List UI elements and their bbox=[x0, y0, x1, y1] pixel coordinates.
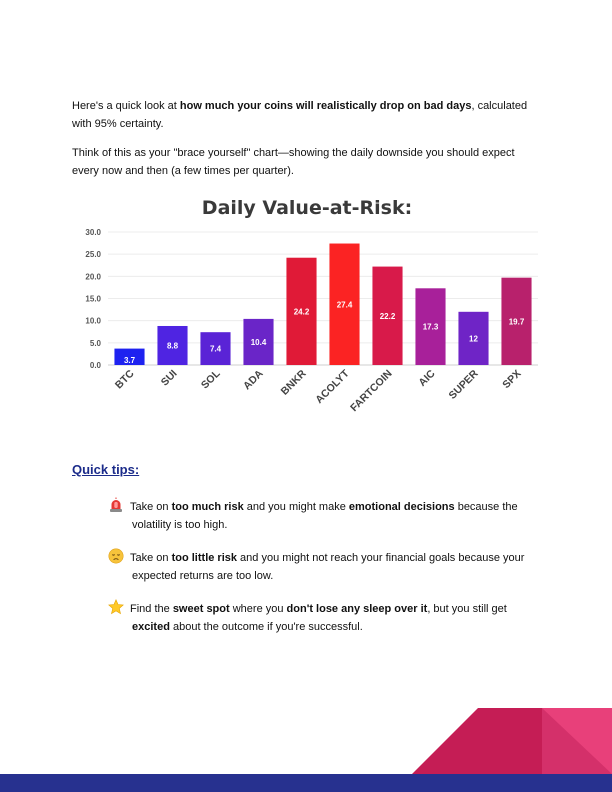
y-tick-label: 25.0 bbox=[85, 250, 101, 259]
bar-bnkr bbox=[286, 257, 317, 365]
bar-aic bbox=[415, 288, 446, 365]
tip-text: and you might not reach your financial g… bbox=[237, 552, 525, 564]
var-bar-chart: 0.0 5.0 10.0 15.0 20.0 25.0 30.0 3.7 8.8 7.4 10.4… bbox=[85, 228, 538, 414]
bar-spx bbox=[501, 277, 532, 365]
tip-sweet-spot: Find the sweet spot where you don't lose… bbox=[108, 599, 528, 636]
x-tick-label: SUPER bbox=[447, 367, 481, 401]
tip-text: , but you still get bbox=[427, 603, 507, 615]
chart-title: Daily Value-at-Risk: bbox=[201, 197, 413, 219]
x-tick-label: SOL bbox=[199, 367, 223, 391]
tip-bold: emotional decisions bbox=[348, 501, 455, 513]
tip-line-2: excited about the outcome if you're succ… bbox=[108, 618, 528, 636]
bar-sui bbox=[157, 325, 188, 365]
bar-value-label: 17.3 bbox=[423, 323, 439, 332]
tip-bold: don't lose any sleep over it bbox=[286, 603, 428, 615]
x-tick-label: BNKR bbox=[279, 367, 309, 397]
tip-text: because the bbox=[454, 501, 518, 513]
y-tick-label: 5.0 bbox=[90, 339, 102, 348]
tip-line-2: expected returns are too low. bbox=[108, 567, 528, 585]
bar-value-label: 3.7 bbox=[124, 356, 136, 365]
intro-bold-text: how much your coins will realistically d… bbox=[179, 100, 472, 112]
intro-paragraph-1: Here's a quick look at how much your coi… bbox=[72, 97, 542, 133]
intro-text-end: , calculated with 95% certainty. bbox=[72, 100, 528, 130]
tip-too-little-risk: Take on too little risk and you might no… bbox=[108, 548, 528, 585]
tip-line-2: volatility is too high. bbox=[108, 516, 528, 534]
y-tick-label: 20.0 bbox=[85, 272, 101, 281]
y-tick-label: 15.0 bbox=[85, 295, 101, 304]
bar-value-label: 10.4 bbox=[251, 338, 267, 347]
tip-text: Take on bbox=[130, 552, 172, 564]
bar-value-label: 27.4 bbox=[337, 300, 353, 309]
tip-text: about the outcome if you're successful. bbox=[169, 621, 363, 633]
tip-bold: sweet spot bbox=[172, 603, 230, 615]
x-tick-label: SUI bbox=[159, 368, 180, 389]
tip-text: volatility is too high. bbox=[132, 519, 228, 531]
x-tick-label: ADA bbox=[241, 367, 266, 392]
bar-btc bbox=[114, 348, 145, 365]
bar-value-label: 8.8 bbox=[167, 341, 179, 350]
x-tick-label: ACOLYT bbox=[313, 367, 352, 406]
tip-text: where you bbox=[229, 603, 287, 615]
sad-face-icon bbox=[108, 548, 124, 564]
quick-tips-heading: Quick tips: bbox=[72, 462, 140, 477]
bar-sol bbox=[200, 332, 231, 365]
bar-value-label: 12 bbox=[469, 334, 478, 343]
footer-bar bbox=[0, 774, 612, 792]
corner-decoration bbox=[412, 708, 612, 774]
x-tick-label: SPX bbox=[500, 368, 523, 391]
y-axis-ticks: 0.0 5.0 10.0 15.0 20.0 25.0 30.0 bbox=[85, 228, 101, 370]
tip-bold: too little risk bbox=[171, 552, 237, 564]
bar-ada bbox=[243, 318, 274, 365]
tip-too-much-risk: Take on too much risk and you might make… bbox=[108, 497, 528, 534]
tip-text: Find the bbox=[130, 603, 173, 615]
intro-text: Here's a quick look at bbox=[72, 100, 180, 112]
siren-icon bbox=[108, 497, 124, 513]
x-tick-label: BTC bbox=[113, 367, 137, 391]
x-tick-label: FARTCOIN bbox=[348, 368, 394, 414]
bar-value-label: 7.4 bbox=[210, 345, 222, 354]
intro-paragraph-2: Think of this as your "brace yourself" c… bbox=[72, 147, 515, 177]
tip-bold: excited bbox=[132, 621, 170, 633]
y-tick-label: 30.0 bbox=[85, 228, 101, 237]
x-tick-label: AIC bbox=[416, 367, 438, 389]
bar-value-label: 24.2 bbox=[294, 307, 310, 316]
tip-bold: too much risk bbox=[171, 501, 244, 513]
chart-bars bbox=[114, 243, 532, 365]
bar-value-label: 19.7 bbox=[509, 317, 525, 326]
bar-acolyt bbox=[329, 243, 360, 365]
star-icon bbox=[108, 599, 124, 615]
bar-value-labels: 3.7 8.8 7.4 10.4 24.2 27.4 22.2 17.3 12 19.7 bbox=[124, 300, 525, 365]
bar-fartcoin bbox=[372, 266, 403, 365]
tip-text: expected returns are too low. bbox=[132, 570, 274, 582]
bar-super bbox=[458, 311, 489, 365]
y-tick-label: 10.0 bbox=[85, 317, 101, 326]
corner-shape-mid bbox=[542, 708, 612, 774]
tip-text: and you might make bbox=[243, 501, 349, 513]
y-tick-label: 0.0 bbox=[90, 361, 102, 370]
tip-text: Take on bbox=[130, 501, 172, 513]
bar-value-label: 22.2 bbox=[380, 312, 396, 321]
